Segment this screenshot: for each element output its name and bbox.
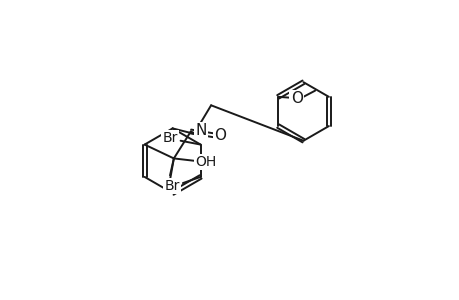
Text: O: O (213, 128, 225, 143)
Text: N: N (195, 123, 207, 138)
Text: Br: Br (162, 131, 177, 146)
Text: O: O (290, 91, 302, 106)
Text: OH: OH (195, 155, 216, 169)
Text: Br: Br (164, 179, 179, 193)
